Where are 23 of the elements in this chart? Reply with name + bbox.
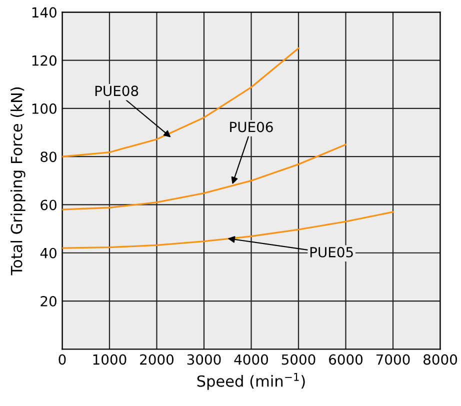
- x-tick-label: 8000: [424, 354, 458, 365]
- y-tick-label: 20: [40, 296, 56, 306]
- x-tick-label: 3000: [187, 354, 221, 365]
- x-tick-label: 7000: [376, 354, 410, 365]
- line-series: [62, 47, 300, 158]
- y-tick-label: 80: [40, 152, 56, 162]
- x-tick-label: 0: [58, 354, 66, 365]
- y-tick-label: 140: [32, 7, 56, 18]
- line-series: [62, 144, 347, 210]
- y-axis-title: Total Gripping Force (kN): [10, 87, 26, 276]
- x-tick-label: 2000: [140, 354, 174, 365]
- x-tick-label: 5000: [282, 354, 316, 365]
- y-tick-label: 120: [32, 55, 56, 66]
- annotation: PUE06: [230, 122, 273, 132]
- y-tick-label: 60: [40, 200, 56, 210]
- annotation: PUE05: [310, 246, 353, 258]
- x-axis-title: Speed (min$^{−1}$): [197, 373, 305, 390]
- annotation: PUE08: [95, 86, 138, 96]
- y-tick-label: 100: [32, 103, 56, 114]
- x-tick-label: 6000: [329, 354, 362, 365]
- x-tick-label: 4000: [234, 354, 268, 365]
- x-tick-label: 1000: [93, 354, 126, 365]
- y-tick-label: 40: [40, 248, 56, 258]
